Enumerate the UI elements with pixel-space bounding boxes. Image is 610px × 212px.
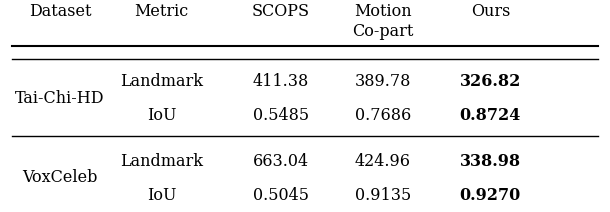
Text: 0.9270: 0.9270 bbox=[460, 187, 521, 204]
Text: 663.04: 663.04 bbox=[253, 153, 309, 170]
Text: 0.8724: 0.8724 bbox=[459, 107, 521, 124]
Text: 0.5485: 0.5485 bbox=[253, 107, 309, 124]
Text: Landmark: Landmark bbox=[120, 73, 203, 89]
Text: IoU: IoU bbox=[147, 187, 176, 204]
Text: Motion
Co-part: Motion Co-part bbox=[352, 3, 414, 40]
Text: Landmark: Landmark bbox=[120, 153, 203, 170]
Text: 0.9135: 0.9135 bbox=[354, 187, 411, 204]
Text: Tai-Chi-HD: Tai-Chi-HD bbox=[15, 90, 105, 107]
Text: 424.96: 424.96 bbox=[354, 153, 411, 170]
Text: 338.98: 338.98 bbox=[460, 153, 521, 170]
Text: Metric: Metric bbox=[134, 3, 188, 20]
Text: Dataset: Dataset bbox=[29, 3, 91, 20]
Text: 389.78: 389.78 bbox=[354, 73, 411, 89]
Text: 0.5045: 0.5045 bbox=[253, 187, 309, 204]
Text: 0.7686: 0.7686 bbox=[354, 107, 411, 124]
Text: IoU: IoU bbox=[147, 107, 176, 124]
Text: SCOPS: SCOPS bbox=[252, 3, 310, 20]
Text: 326.82: 326.82 bbox=[459, 73, 521, 89]
Text: VoxCeleb: VoxCeleb bbox=[22, 169, 98, 186]
Text: Ours: Ours bbox=[471, 3, 510, 20]
Text: 411.38: 411.38 bbox=[253, 73, 309, 89]
